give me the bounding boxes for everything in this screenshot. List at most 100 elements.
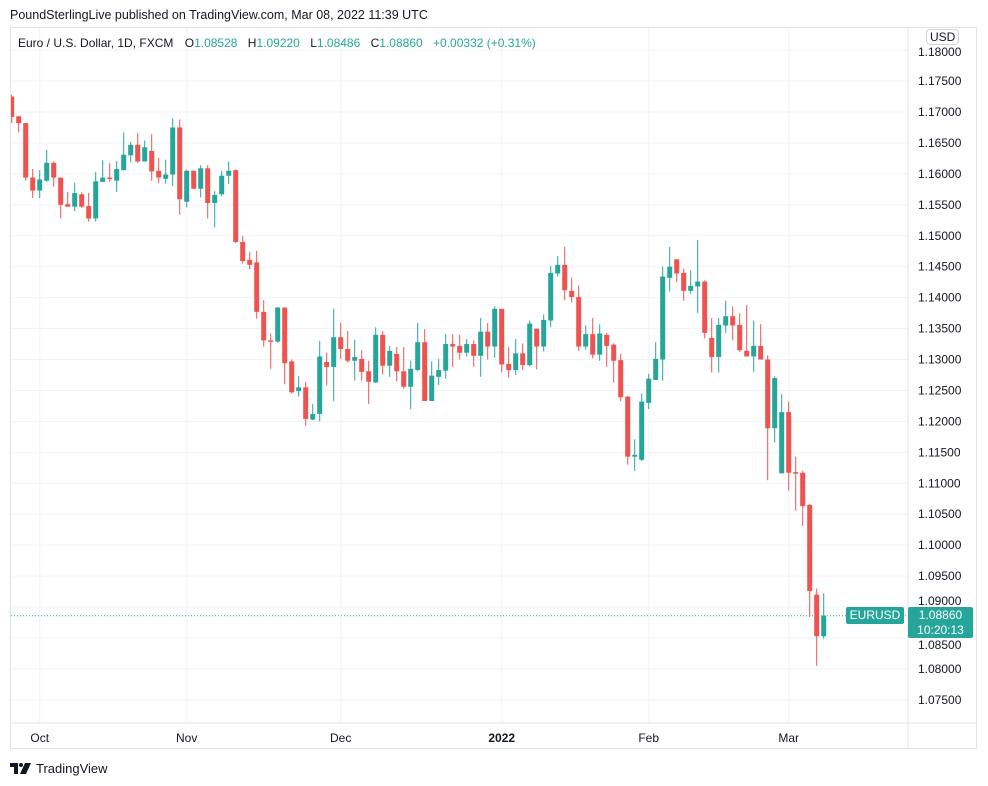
candle-body (37, 179, 43, 191)
candle-body (268, 340, 274, 342)
candle-body (331, 337, 337, 367)
candle (261, 300, 267, 347)
price-tick-label: 1.08500 (918, 638, 962, 652)
candle-body (667, 266, 673, 278)
candle (632, 439, 638, 471)
candle (653, 342, 659, 380)
candle-body (758, 345, 764, 360)
candle (716, 318, 722, 373)
candle (681, 268, 687, 301)
candle (611, 343, 617, 383)
candle (254, 250, 260, 319)
candle-body (380, 334, 386, 366)
candle (562, 246, 568, 301)
candle-body (72, 193, 78, 207)
candle-body (275, 307, 281, 342)
candle-body (121, 154, 127, 171)
candle (548, 266, 554, 327)
candles (11, 94, 827, 666)
candle-body (639, 401, 645, 460)
candle (443, 334, 449, 379)
candle-body (310, 413, 316, 420)
candle-body (492, 308, 498, 347)
candle (37, 170, 43, 199)
candle-body (688, 285, 694, 291)
close-value: 1.08860 (379, 36, 423, 50)
candle (450, 334, 456, 367)
candle-body (576, 297, 582, 347)
candle-body (814, 594, 820, 637)
candle-body (765, 359, 771, 429)
candle (821, 593, 827, 639)
candle (86, 193, 92, 222)
price-tick-label: 1.18000 (918, 45, 962, 59)
candle-body (443, 344, 449, 371)
candle (583, 325, 589, 350)
candle-body (436, 370, 442, 377)
candle (352, 339, 358, 381)
candle-body (464, 344, 470, 353)
candle (660, 266, 666, 381)
candle (247, 251, 253, 270)
candle-body (338, 337, 344, 350)
candle (233, 169, 239, 244)
candle (380, 331, 386, 375)
candle-body (30, 177, 36, 191)
candle-body (702, 281, 708, 333)
price-tick-label: 1.15000 (918, 229, 962, 243)
candle (107, 163, 113, 182)
candle-body (499, 308, 505, 365)
candle (72, 182, 78, 212)
price-tick-label: 1.11500 (918, 445, 961, 459)
candle-body (401, 371, 407, 387)
candle-body (163, 174, 169, 179)
candle (646, 373, 652, 410)
candle-body (233, 170, 239, 242)
candle-body (387, 350, 393, 366)
candle (373, 327, 379, 384)
currency-button[interactable]: USD (926, 29, 960, 45)
candle-body (394, 353, 400, 372)
candle (737, 313, 743, 353)
candle (387, 345, 393, 377)
candle (275, 306, 281, 343)
candle (772, 376, 778, 443)
candle (11, 94, 15, 124)
candle-body (170, 127, 176, 175)
candle (597, 324, 603, 361)
candle (289, 359, 295, 394)
price-tick-label: 1.07500 (918, 693, 962, 707)
candle-body (11, 96, 15, 117)
candle-body (744, 350, 750, 357)
candle (331, 308, 337, 401)
candle-body (429, 375, 435, 401)
candle (296, 376, 302, 397)
candle-body (282, 307, 288, 364)
candle-body (506, 363, 512, 371)
candle (191, 170, 197, 190)
candle (128, 141, 134, 163)
candle-body (534, 328, 540, 347)
candle (429, 361, 435, 401)
candle (436, 358, 442, 385)
candle-body (142, 147, 148, 162)
candle (401, 347, 407, 389)
candle-body (324, 361, 330, 367)
price-axis: 1.18000 1.17500 1.17000 1.16500 1.16000 1.155… (918, 45, 962, 707)
bar-countdown: 10:20:13 (917, 623, 964, 637)
candle-body (44, 162, 50, 181)
price-tick-label: 1.13000 (918, 353, 962, 367)
low-value: 1.08486 (316, 36, 361, 50)
candle (324, 352, 330, 386)
candle (814, 588, 820, 666)
candle (51, 161, 57, 187)
candle (541, 314, 547, 352)
candle-body (240, 241, 246, 262)
candle (723, 300, 729, 333)
candle (23, 123, 29, 181)
candle (793, 456, 799, 511)
footer-brand[interactable]: TradingView (10, 761, 108, 776)
brand-name: TradingView (36, 761, 108, 776)
open-label: O (184, 36, 195, 50)
